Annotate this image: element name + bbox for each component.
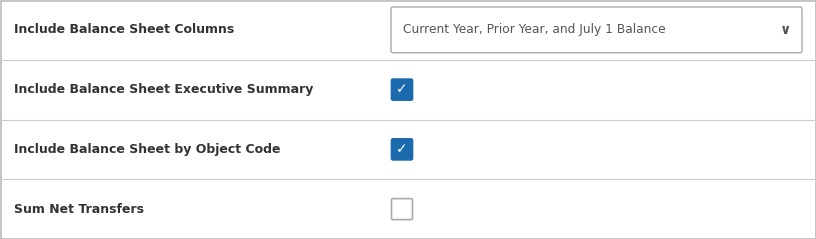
Text: Current Year, Prior Year, and July 1 Balance: Current Year, Prior Year, and July 1 Bal… <box>403 23 666 36</box>
Text: Include Balance Sheet Columns: Include Balance Sheet Columns <box>14 23 234 36</box>
Text: ✓: ✓ <box>397 83 408 97</box>
Text: Include Balance Sheet by Object Code: Include Balance Sheet by Object Code <box>14 143 281 156</box>
FancyBboxPatch shape <box>391 7 802 53</box>
Text: Include Balance Sheet Executive Summary: Include Balance Sheet Executive Summary <box>14 83 313 96</box>
Text: ∨: ∨ <box>780 23 792 37</box>
FancyBboxPatch shape <box>392 79 413 100</box>
Text: ✓: ✓ <box>397 142 408 156</box>
FancyBboxPatch shape <box>392 139 413 160</box>
FancyBboxPatch shape <box>392 199 413 220</box>
Text: Sum Net Transfers: Sum Net Transfers <box>14 203 144 216</box>
